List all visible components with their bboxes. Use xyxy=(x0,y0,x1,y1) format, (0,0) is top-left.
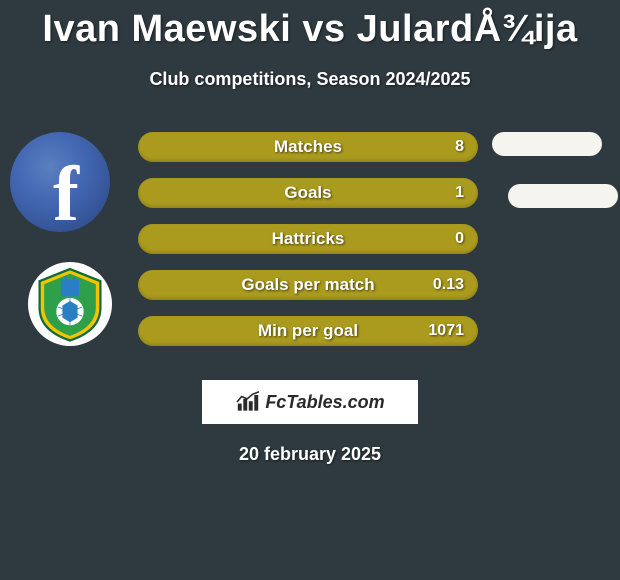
stat-bars: Matches 8 Goals 1 Hattricks 0 Goals per … xyxy=(138,132,478,362)
date-label: 20 february 2025 xyxy=(0,444,620,465)
stat-value: 0.13 xyxy=(433,276,464,294)
stat-value: 1 xyxy=(455,184,464,202)
club-crest-icon xyxy=(32,266,108,342)
subtitle: Club competitions, Season 2024/2025 xyxy=(0,69,620,90)
stat-bar: Goals 1 xyxy=(138,178,478,208)
stat-bar: Goals per match 0.13 xyxy=(138,270,478,300)
stat-bar: Min per goal 1071 xyxy=(138,316,478,346)
stat-label: Goals xyxy=(138,183,478,203)
stat-value: 1071 xyxy=(428,322,464,340)
brand-text: FcTables.com xyxy=(265,392,384,413)
comparison-pill xyxy=(492,132,602,156)
bar-chart-icon xyxy=(235,391,261,413)
comparison-pill xyxy=(508,184,618,208)
stat-value: 0 xyxy=(455,230,464,248)
facebook-icon: f xyxy=(53,149,79,232)
stat-label: Matches xyxy=(138,137,478,157)
stat-label: Min per goal xyxy=(138,321,478,341)
stat-value: 8 xyxy=(455,138,464,156)
stat-bar: Matches 8 xyxy=(138,132,478,162)
player1-avatar: f xyxy=(10,132,110,232)
page-title: Ivan Maewski vs JulardÅ¾ija xyxy=(0,0,620,51)
stat-bar: Hattricks 0 xyxy=(138,224,478,254)
stat-label: Hattricks xyxy=(138,229,478,249)
comparison-card: Ivan Maewski vs JulardÅ¾ija Club competi… xyxy=(0,0,620,465)
stat-label: Goals per match xyxy=(138,275,478,295)
player2-club-badge xyxy=(28,262,112,346)
stats-section: f Matches 8 Goals 1 xyxy=(0,132,620,372)
brand-badge[interactable]: FcTables.com xyxy=(202,380,418,424)
